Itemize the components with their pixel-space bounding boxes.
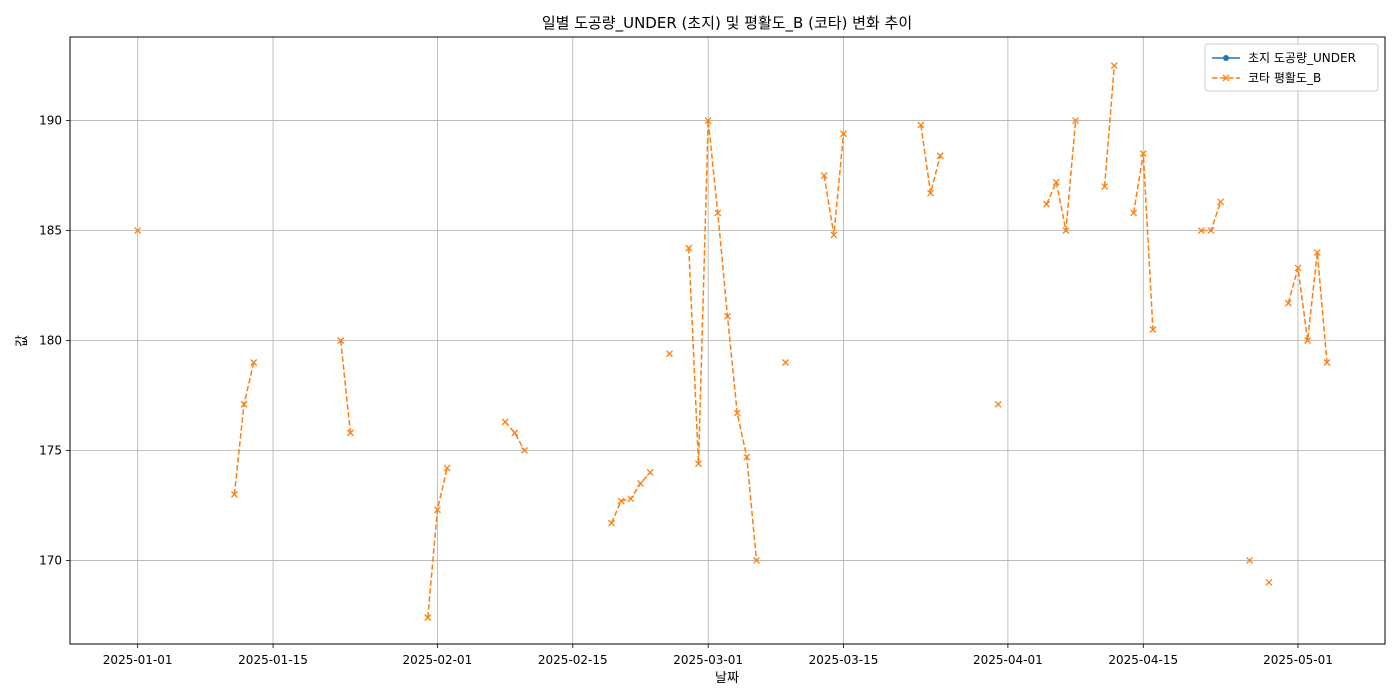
data-point-marker: [424, 614, 432, 622]
data-point-marker: [511, 429, 519, 437]
x-tick-label: 2025-05-01: [1263, 653, 1333, 667]
data-point-marker: [1072, 117, 1080, 125]
x-tick-label: 2025-03-01: [673, 653, 743, 667]
chart-title: 일별 도공량_UNDER (초지) 및 평활도_B (코타) 변화 추이: [542, 14, 912, 33]
data-point-marker: [1294, 264, 1302, 272]
data-point-marker: [1246, 556, 1254, 564]
data-point-marker: [617, 497, 625, 505]
data-point-marker: [840, 130, 847, 138]
y-tick-label: 170: [39, 553, 62, 567]
data-point-marker: [1110, 62, 1118, 70]
data-point-marker: [830, 231, 838, 239]
legend-box: [1204, 43, 1379, 92]
data-point-marker: [1052, 178, 1060, 186]
data-point-marker: [666, 350, 673, 358]
data-point-marker: [637, 479, 644, 487]
data-point-marker: [240, 400, 248, 408]
grid-layer: [70, 37, 1385, 644]
data-point-marker: [1284, 299, 1292, 307]
data-point-marker: [627, 495, 635, 503]
data-point-marker: [704, 117, 712, 125]
data-point-marker: [646, 468, 654, 476]
data-point-marker: [1207, 227, 1215, 234]
x-axis-label: 날짜: [715, 671, 739, 686]
y-tick-label: 175: [39, 443, 62, 457]
data-point-marker: [782, 359, 789, 366]
data-point-marker: [1313, 249, 1321, 256]
series-line-segment: [339, 340, 352, 433]
series-line-segment: [1045, 120, 1077, 231]
data-point-marker: [1062, 227, 1070, 234]
legend-label: 초지 도공량_UNDER: [1248, 51, 1356, 65]
data-point-marker: [1265, 578, 1273, 586]
y-tick-label: 185: [39, 224, 62, 238]
x-tick-label: 2025-02-15: [538, 653, 608, 667]
series-line-segment: [688, 120, 758, 561]
x-tick-label: 2025-03-15: [809, 653, 879, 667]
data-point-marker: [433, 506, 441, 514]
data-point-marker: [733, 409, 741, 417]
data-point-marker: [753, 556, 760, 564]
series-line-segment: [1201, 201, 1222, 232]
data-point-marker: [1149, 326, 1157, 333]
legend: 초지 도공량_UNDER 코타 평활도_B: [1204, 43, 1379, 92]
data-point-marker: [1043, 200, 1051, 208]
data-point-marker: [714, 209, 722, 217]
data-point-marker: [695, 460, 702, 468]
data-point-marker: [134, 227, 142, 234]
series-line-segment: [610, 472, 651, 524]
data-point-marker: [1101, 183, 1109, 191]
data-point-marker: [685, 244, 693, 252]
data-point-marker: [250, 359, 258, 366]
x-tick-label: 2025-01-01: [103, 653, 173, 667]
data-point-marker: [927, 189, 935, 197]
series-line-segment: [920, 124, 941, 194]
data-point-marker: [936, 152, 944, 160]
series-layer: [134, 62, 1331, 622]
y-tick-label: 190: [39, 114, 62, 128]
y-tick-label: 180: [39, 334, 62, 348]
x-tick-label: 2025-01-15: [238, 653, 308, 667]
data-point-marker: [1323, 359, 1331, 366]
data-point-marker: [520, 447, 528, 454]
data-point-marker: [1130, 209, 1138, 217]
data-point-marker: [917, 121, 925, 129]
x-tick-label: 2025-04-15: [1108, 653, 1178, 667]
data-point-marker: [230, 490, 238, 498]
data-point-marker: [743, 453, 751, 461]
data-point-marker: [443, 464, 451, 472]
x-tick-label: 2025-04-01: [973, 653, 1043, 667]
legend-marker-swatch: [1222, 74, 1230, 82]
data-point-marker: [608, 519, 615, 527]
series-line-segment: [233, 362, 255, 495]
data-point-marker: [994, 400, 1002, 408]
data-point-marker: [501, 418, 509, 426]
data-point-marker: [1217, 198, 1225, 206]
data-point-marker: [346, 429, 354, 437]
y-axis-label: 값: [15, 335, 30, 347]
series-line-segment: [823, 133, 845, 236]
series-line-segment: [504, 421, 526, 451]
data-point-marker: [1304, 337, 1312, 344]
legend-marker-swatch: [1223, 55, 1229, 61]
data-point-marker: [337, 337, 345, 344]
data-point-marker: [1139, 150, 1147, 158]
series-line-segment: [1103, 65, 1116, 187]
data-point-marker: [820, 172, 828, 180]
x-tick-label: 2025-02-01: [403, 653, 473, 667]
data-point-marker: [724, 312, 731, 320]
tick-layer: 2025-01-01 2025-01-15 2025-02-01 2025-02-15…: [39, 114, 1333, 667]
series-line-segment: [1287, 252, 1328, 363]
legend-label: 코타 평활도_B: [1248, 71, 1321, 85]
data-point-marker: [1197, 227, 1205, 234]
